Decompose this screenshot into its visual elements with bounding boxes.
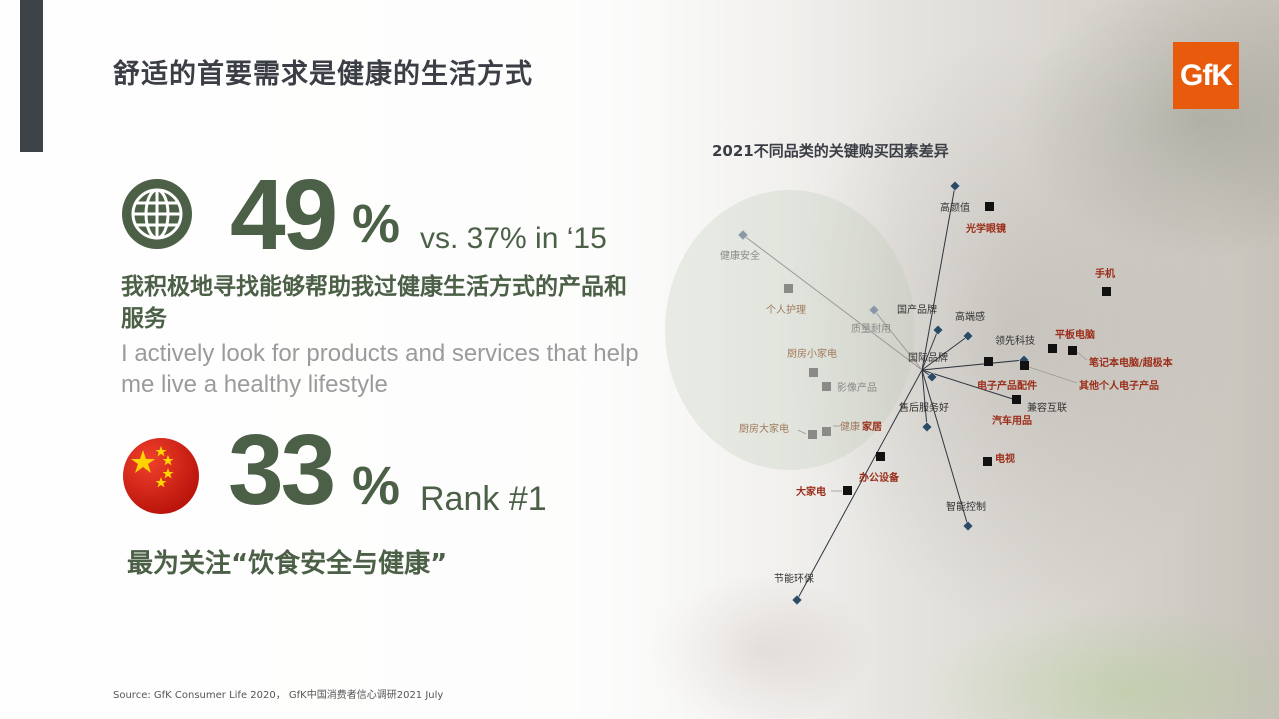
factor-label-zhinengkongzhi: 智能控制 xyxy=(946,500,986,513)
vector-zhinengkongzhi xyxy=(921,369,969,527)
stat1-cn-text: 我积极地寻找能够帮助我过健康生活方式的产品和服务 xyxy=(121,274,627,332)
factor-label-jianronghulian: 兼容互联 xyxy=(1027,401,1067,414)
factor-point-zhiliangnaiyong xyxy=(868,304,880,316)
source-note: Source: GfK Consumer Life 2020， GfK中国消费者… xyxy=(113,690,444,701)
globe-icon xyxy=(122,179,192,249)
factor-label-jienenghuanbao: 节能环保 xyxy=(774,572,814,585)
vector-guochanpinpai xyxy=(921,329,939,371)
factor-point-jienenghuanbao xyxy=(791,594,803,606)
stat2-rank: Rank #1 xyxy=(420,480,547,518)
category-label-pingbandiannao: 平板电脑 xyxy=(1055,328,1095,341)
category-point-qitagerendianzi xyxy=(1020,361,1029,370)
category-point-jiankang xyxy=(822,427,831,436)
vector-gaoduangan xyxy=(921,335,969,371)
vector-zhiliangnaiyong xyxy=(873,309,923,371)
category-label-bangongshebei: 办公设备 xyxy=(859,471,900,484)
gfk-logo: GfK xyxy=(1173,42,1239,109)
factor-point-zhinengkongzhi xyxy=(962,520,974,532)
category-label-gerenhuli: 个人护理 xyxy=(766,303,806,316)
stat2-percent: % xyxy=(352,456,400,516)
category-label-guangxueyanjing: 光学眼镜 xyxy=(965,222,1006,235)
factor-label-guojipinpai: 国际品牌 xyxy=(908,351,948,364)
stat1-comparison: vs. 37% in ‘15 xyxy=(420,222,607,255)
category-point-bangongshebei xyxy=(876,452,885,461)
factor-point-guochanpinpai xyxy=(932,324,944,336)
stat2-number: 33 xyxy=(228,414,336,526)
category-label-jiankang: 健康 xyxy=(840,420,860,433)
category-label-qicheyongpin: 汽车用品 xyxy=(992,414,1032,427)
category-label-bijibendiannao: 笔记本电脑/超极本 xyxy=(1089,356,1174,369)
category-point-yingxiangchanpin xyxy=(822,382,831,391)
factor-point-shouhoufuwu xyxy=(921,421,933,433)
category-label-shouji: 手机 xyxy=(1095,267,1115,280)
category-label-chufangxiaojiadian: 厨房小家电 xyxy=(787,347,837,360)
category-label-dianshi: 电视 xyxy=(995,452,1015,465)
category-point-gerenhuli xyxy=(784,284,793,293)
factor-label-jiankanganquan: 健康安全 xyxy=(720,249,760,262)
stat1-en-text: I actively look for products and service… xyxy=(121,340,639,398)
factor-label-gaoyanzhi: 高颜值 xyxy=(940,201,970,214)
page-title: 舒适的首要需求是健康的生活方式 xyxy=(113,59,533,90)
category-point-chufangxiaojiadian xyxy=(809,368,818,377)
category-point-dajiadian xyxy=(843,486,852,495)
vector-shouhoufuwu xyxy=(921,369,928,428)
category-point-chufangdajiadian xyxy=(808,430,817,439)
vector-jianronghulian xyxy=(921,369,1017,401)
category-point-qicheyongpin xyxy=(1012,395,1021,404)
factor-point-jiankanganquan xyxy=(737,229,749,241)
left-accent-bar xyxy=(20,0,43,152)
factor-point-gaoyanzhi xyxy=(949,180,961,192)
category-point-dianshi xyxy=(983,457,992,466)
factor-label-zhiliangnaiyong: 质量耐用 xyxy=(851,322,891,335)
china-flag-icon xyxy=(123,438,199,514)
category-label-jiaju: 家居 xyxy=(862,420,882,433)
vector-lingxiankeji xyxy=(921,359,1025,371)
category-label-yingxiangchanpin: 影像产品 xyxy=(837,381,877,394)
factor-point-gaoduangan xyxy=(962,330,974,342)
factor-label-lingxiankeji: 领先科技 xyxy=(995,334,1035,347)
category-label-chufangdajiadian: 厨房大家电 xyxy=(739,422,789,435)
factor-point-guojipinpai xyxy=(926,371,938,383)
factor-label-guochanpinpai: 国产品牌 xyxy=(897,303,937,316)
category-point-guangxueyanjing xyxy=(985,202,994,211)
category-point-dianzichanpinpeijian xyxy=(984,357,993,366)
category-point-bijibendiannao xyxy=(1068,346,1077,355)
category-label-dajiadian: 大家电 xyxy=(796,485,826,498)
category-point-shouji xyxy=(1102,287,1111,296)
vector-gaoyanzhi xyxy=(921,185,956,371)
stat1-percent: % xyxy=(352,194,400,254)
biplot-title: 2021不同品类的关键购买因素差异 xyxy=(712,142,949,160)
stat2-cn-text: 最为关注“饮食安全与健康” xyxy=(127,549,448,579)
vector-jiankanganquan xyxy=(742,234,923,371)
factor-label-shouhoufuwu: 售后服务好 xyxy=(899,401,949,414)
stat1-number: 49 xyxy=(230,159,338,271)
category-label-dianzichanpinpeijian: 电子产品配件 xyxy=(977,379,1037,392)
vector-jienenghuanbao xyxy=(796,369,923,601)
category-point-pingbandiannao xyxy=(1048,344,1057,353)
factor-label-gaoduangan: 高端感 xyxy=(955,310,985,323)
category-label-qitagerendianzi: 其他个人电子产品 xyxy=(1079,379,1159,392)
biplot-background-ellipse xyxy=(665,190,915,470)
